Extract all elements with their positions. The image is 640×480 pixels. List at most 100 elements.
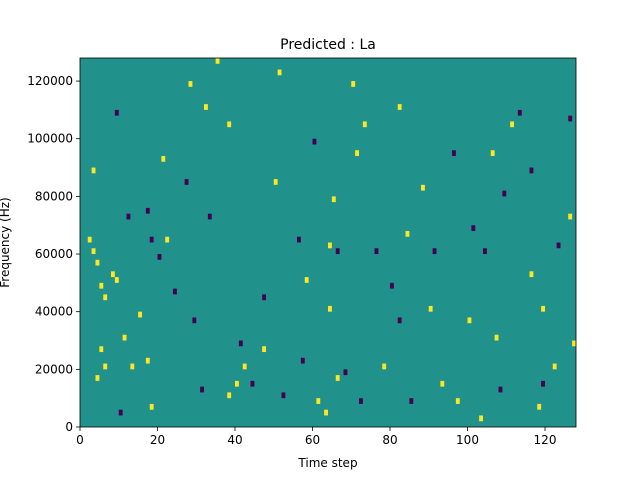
heatmap-cell bbox=[118, 409, 123, 416]
heatmap-cell bbox=[529, 167, 534, 174]
heatmap-cell bbox=[273, 179, 278, 185]
heatmap-cell bbox=[99, 282, 104, 289]
heatmap-cell bbox=[103, 294, 108, 301]
heatmap-cell bbox=[440, 380, 445, 387]
heatmap-cell bbox=[390, 282, 394, 289]
heatmap-cell bbox=[556, 242, 561, 249]
x-tick-label: 80 bbox=[382, 433, 397, 447]
x-tick-label: 0 bbox=[76, 433, 84, 447]
heatmap-cell bbox=[517, 109, 522, 116]
heatmap-cell bbox=[362, 121, 367, 128]
heatmap-cell bbox=[541, 380, 545, 387]
y-tick-label: 40000 bbox=[35, 305, 73, 319]
heatmap-cell bbox=[204, 104, 208, 110]
y-tick-label: 0 bbox=[65, 420, 73, 434]
heatmap-cell bbox=[343, 369, 348, 376]
heatmap-cell bbox=[572, 340, 576, 347]
heatmap-cell bbox=[537, 403, 542, 410]
heatmap-cell bbox=[161, 156, 166, 162]
y-tick-label: 60000 bbox=[35, 247, 73, 261]
y-axis-label: Frequency (Hz) bbox=[0, 197, 12, 288]
heatmap-cell bbox=[188, 81, 193, 87]
heatmap-cell bbox=[281, 392, 286, 399]
heatmap-cell bbox=[316, 398, 321, 404]
heatmap-cell bbox=[165, 236, 170, 243]
heatmap-cell bbox=[502, 190, 507, 197]
heatmap-cell bbox=[498, 386, 503, 393]
heatmap-cell bbox=[421, 184, 425, 191]
y-axis: 0 20000 40000 60000 80000 100000 120000 bbox=[27, 74, 80, 434]
heatmap-cell bbox=[149, 236, 154, 243]
heatmap-cell bbox=[250, 380, 255, 387]
x-axis: 0 20 40 60 80 100 120 bbox=[76, 427, 556, 447]
heatmap-cell bbox=[328, 242, 332, 249]
heatmap-cell bbox=[145, 357, 150, 364]
heatmap-cell bbox=[297, 236, 301, 243]
heatmap-cell bbox=[300, 357, 305, 364]
heatmap-cell bbox=[304, 277, 309, 283]
heatmap-cell bbox=[87, 236, 92, 243]
heatmap-cell bbox=[122, 334, 127, 341]
x-tick-label: 40 bbox=[227, 433, 242, 447]
plot-frame bbox=[79, 57, 577, 428]
heatmap-cell bbox=[490, 150, 495, 157]
heatmap-cell bbox=[455, 398, 460, 404]
heatmap-cell bbox=[331, 196, 336, 203]
heatmap-cell bbox=[335, 248, 340, 255]
y-tick-label: 120000 bbox=[27, 74, 73, 88]
heatmap-cell bbox=[405, 230, 410, 237]
heatmap-cell bbox=[242, 363, 247, 370]
heatmap-cell bbox=[428, 305, 433, 312]
heatmap-cell bbox=[138, 311, 142, 318]
heatmap-cell bbox=[227, 392, 232, 399]
heatmap-cell bbox=[471, 225, 476, 231]
heatmap-cell bbox=[99, 346, 104, 353]
heatmap-cell bbox=[552, 363, 557, 370]
heatmap-cell bbox=[277, 69, 282, 76]
heatmap-cell bbox=[207, 213, 212, 220]
heatmap-cell bbox=[91, 167, 96, 174]
heatmap-cell bbox=[114, 277, 119, 283]
heatmap-cell bbox=[262, 294, 266, 301]
heatmap-cell bbox=[130, 363, 135, 370]
x-axis-label: Time step bbox=[297, 456, 357, 470]
heatmap-cell bbox=[215, 58, 220, 64]
heatmap-cell bbox=[238, 340, 243, 347]
heatmap-cells bbox=[87, 58, 576, 422]
heatmap-cell bbox=[95, 375, 100, 381]
heatmap-cell bbox=[95, 259, 100, 266]
chart-title: Predicted : La bbox=[280, 37, 376, 53]
heatmap-cell bbox=[145, 207, 150, 214]
heatmap-cell bbox=[111, 271, 115, 278]
heatmap-cell bbox=[568, 115, 573, 122]
heatmap-cell bbox=[374, 248, 379, 255]
heatmap-cell bbox=[355, 150, 359, 157]
heatmap-cell bbox=[149, 403, 154, 410]
y-tick-label: 100000 bbox=[27, 132, 73, 146]
heatmap-cell bbox=[409, 398, 414, 404]
heatmap-cell bbox=[200, 386, 204, 393]
heatmap-cell bbox=[397, 317, 402, 324]
heatmap-cell bbox=[510, 121, 514, 128]
heatmap-cell bbox=[359, 398, 363, 404]
heatmap-cell bbox=[227, 121, 232, 128]
heatmap-cell bbox=[157, 254, 162, 260]
heatmap-cell bbox=[483, 248, 487, 255]
plot-area bbox=[79, 57, 577, 428]
y-tick-label: 80000 bbox=[35, 189, 73, 203]
heatmap-cell bbox=[126, 213, 131, 220]
heatmap-cell bbox=[328, 305, 332, 312]
heatmap-cell bbox=[494, 334, 499, 341]
heatmap-cell bbox=[192, 317, 197, 324]
heatmap-cell bbox=[382, 363, 387, 370]
heatmap-cell bbox=[173, 288, 177, 295]
y-tick-label: 20000 bbox=[35, 362, 73, 376]
heatmap-cell bbox=[262, 346, 266, 353]
heatmap-cell bbox=[114, 109, 119, 116]
heatmap-cell bbox=[397, 104, 402, 110]
heatmap-cell bbox=[312, 138, 317, 145]
x-tick-label: 60 bbox=[305, 433, 320, 447]
x-tick-label: 100 bbox=[456, 433, 479, 447]
heatmap-cell bbox=[103, 363, 108, 370]
